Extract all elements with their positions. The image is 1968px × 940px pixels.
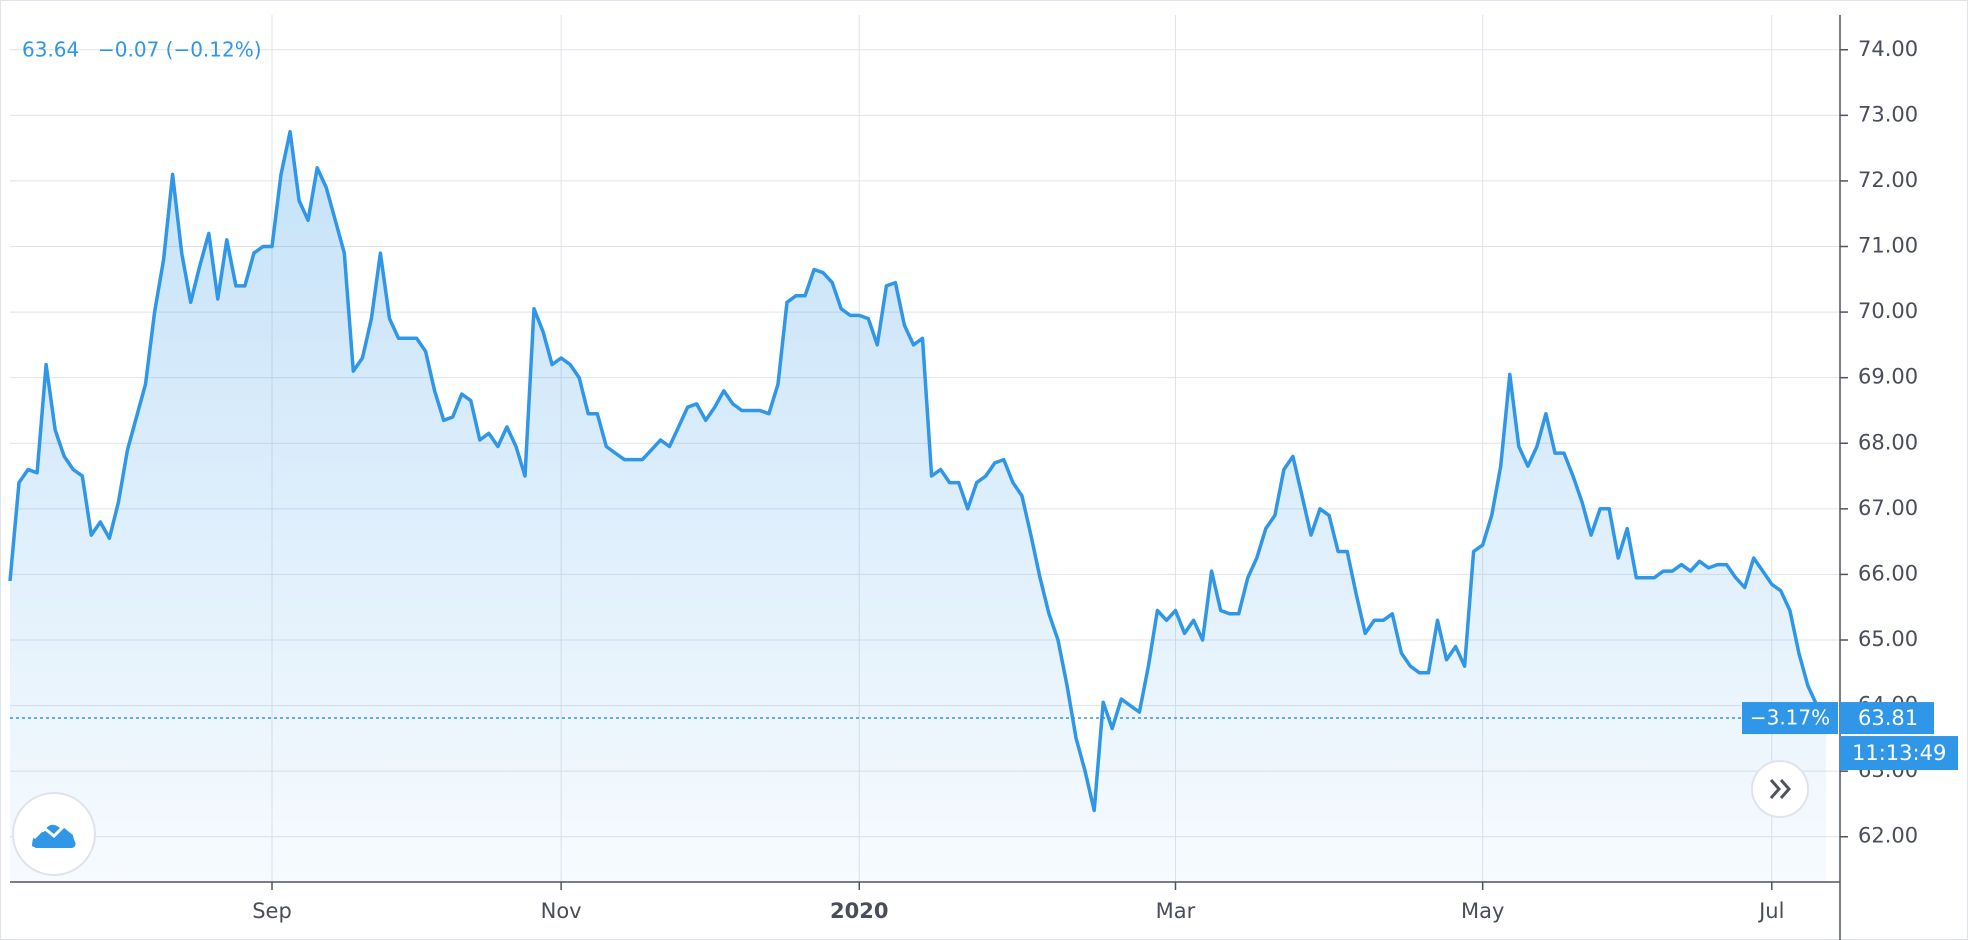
- axis-labels: 62.0063.0064.0065.0066.0067.0068.0069.00…: [252, 37, 1958, 923]
- price-line: [8, 129, 1828, 813]
- scroll-icon[interactable]: [1769, 779, 1792, 799]
- y-tick-label: 69.00: [1858, 365, 1918, 389]
- change-badge-label: −3.17%: [1750, 706, 1830, 730]
- y-tick-label: 72.00: [1858, 168, 1918, 192]
- countdown-badge: [1840, 736, 1958, 771]
- countdown-label: 11:13:49: [1852, 741, 1946, 765]
- y-tick-label: 66.00: [1858, 561, 1918, 585]
- x-tick-label: Sep: [252, 899, 292, 923]
- y-tick-label: 67.00: [1858, 496, 1918, 520]
- price-badge-label: 63.81: [1858, 706, 1918, 730]
- area: [10, 131, 1826, 882]
- header-change: −0.07 (−0.12%): [98, 38, 262, 62]
- y-tick-label: 74.00: [1858, 37, 1918, 61]
- y-tick-label: 62.00: [1858, 824, 1918, 848]
- x-tick-label: 2020: [830, 899, 888, 923]
- change-badge: [1742, 702, 1838, 735]
- scroll-button[interactable]: [1751, 760, 1809, 818]
- y-tick-label: 65.00: [1858, 627, 1918, 651]
- x-tick-label: Nov: [541, 899, 582, 923]
- y-tick-label: 71.00: [1858, 234, 1918, 258]
- y-tick-label: 68.00: [1858, 430, 1918, 454]
- y-tick-label: 73.00: [1858, 102, 1918, 126]
- x-tick-label: Mar: [1156, 899, 1196, 923]
- price-badge: [1840, 702, 1934, 735]
- header-price: 63.64: [22, 38, 79, 62]
- logo-wave[interactable]: [32, 823, 75, 840]
- logo-button[interactable]: [12, 792, 96, 876]
- x-tick-label: Jul: [1757, 899, 1784, 923]
- x-tick-label: May: [1461, 899, 1504, 923]
- plot: [8, 129, 1840, 882]
- y-tick-label: 70.00: [1858, 299, 1918, 323]
